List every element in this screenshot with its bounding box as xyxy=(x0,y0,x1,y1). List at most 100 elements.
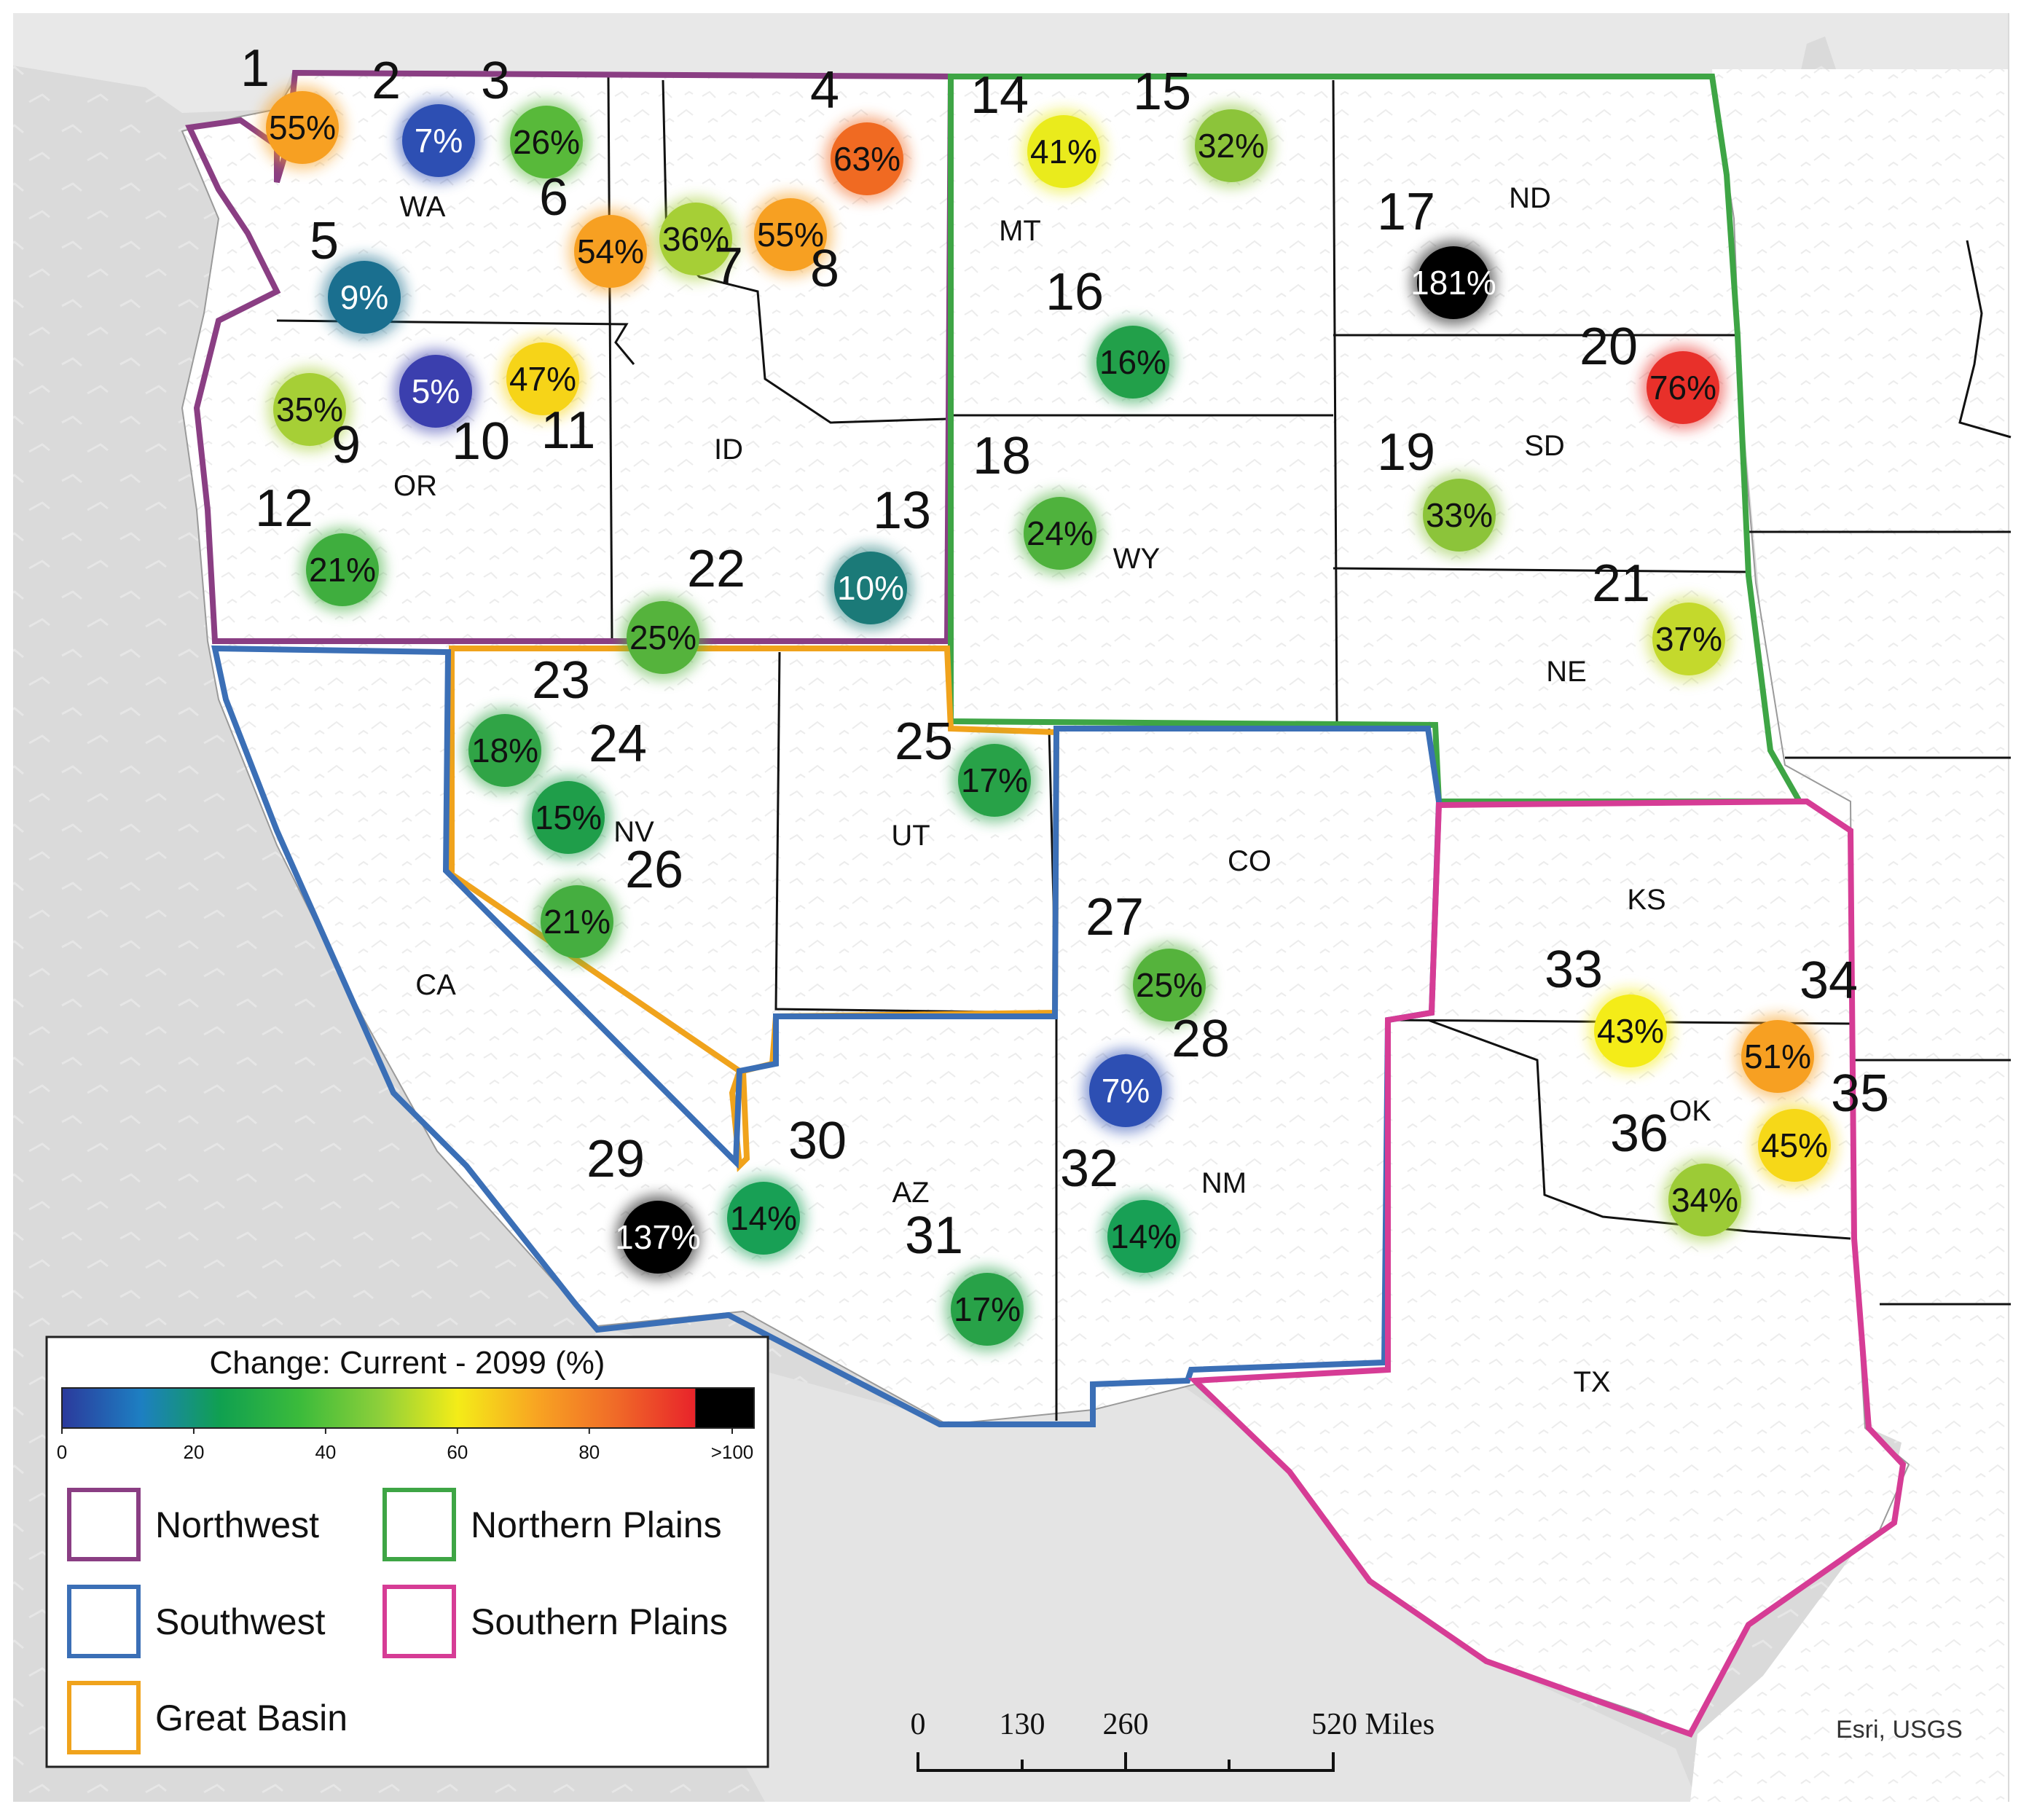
site-number: 1 xyxy=(240,39,270,98)
site-percent: 45% xyxy=(1761,1126,1828,1164)
site-percent: 54% xyxy=(577,232,644,270)
state-label-wa: WA xyxy=(400,191,446,223)
scale-label: 520 Miles xyxy=(1311,1708,1435,1741)
site-percent: 21% xyxy=(309,551,376,589)
site-percent: 14% xyxy=(730,1199,797,1237)
site-number: 34 xyxy=(1800,952,1858,1010)
site-number: 27 xyxy=(1086,888,1144,946)
site-percent: 18% xyxy=(471,731,538,769)
site-percent: 37% xyxy=(1655,620,1722,658)
state-label-nm: NM xyxy=(1201,1167,1247,1199)
state-label-tx: TX xyxy=(1573,1366,1610,1398)
site-number: 22 xyxy=(687,540,745,598)
site-number: 7 xyxy=(714,238,743,296)
site-number: 25 xyxy=(895,713,953,771)
site-percent: 5% xyxy=(412,372,460,410)
site-percent: 47% xyxy=(509,360,576,398)
legend-swatch xyxy=(69,1490,138,1559)
site-number: 20 xyxy=(1579,318,1638,376)
site-number: 18 xyxy=(973,427,1031,485)
state-label-or: OR xyxy=(393,470,437,502)
site-percent: 33% xyxy=(1426,496,1493,534)
state-label-sd: SD xyxy=(1524,430,1565,462)
legend: Change: Current - 2099 (%) 0 20 40 60 80 >100… xyxy=(47,1337,768,1767)
site-percent: 55% xyxy=(269,109,336,146)
site-number: 2 xyxy=(372,52,401,110)
site-percent: 7% xyxy=(1102,1072,1150,1110)
site-number: 36 xyxy=(1610,1105,1668,1163)
colorbar-tick-label: 20 xyxy=(183,1441,204,1463)
site-percent: 17% xyxy=(954,1290,1021,1328)
site-percent: 51% xyxy=(1744,1038,1811,1075)
site-number: 8 xyxy=(810,240,839,298)
site-percent: 43% xyxy=(1597,1012,1664,1050)
site-percent: 16% xyxy=(1099,343,1166,381)
site-percent: 76% xyxy=(1649,369,1716,407)
site-number: 29 xyxy=(586,1130,645,1188)
site-percent: 41% xyxy=(1030,133,1097,170)
site-percent: 10% xyxy=(837,569,904,607)
colorbar-tick-label: >100 xyxy=(711,1441,754,1463)
site-number: 19 xyxy=(1377,423,1435,482)
site-number: 31 xyxy=(905,1207,963,1265)
colorbar-over-100 xyxy=(695,1388,754,1428)
legend-label: Northwest xyxy=(155,1505,319,1545)
colorbar-tick-label: 0 xyxy=(57,1441,67,1463)
site-percent: 21% xyxy=(543,903,611,941)
site-percent: 25% xyxy=(1136,966,1203,1004)
site-number: 17 xyxy=(1377,183,1435,241)
site-percent: 32% xyxy=(1198,127,1265,165)
scale-label: 260 xyxy=(1103,1708,1149,1741)
site-percent: 7% xyxy=(415,122,463,160)
site-number: 35 xyxy=(1831,1064,1889,1123)
site-percent: 34% xyxy=(1671,1181,1738,1219)
site-number: 9 xyxy=(331,416,361,474)
legend-label: Southern Plains xyxy=(471,1601,728,1642)
site-percent: 9% xyxy=(340,278,388,316)
state-label-wy: WY xyxy=(1113,543,1160,575)
site-percent: 63% xyxy=(833,140,900,178)
state-label-ok: OK xyxy=(1669,1095,1711,1127)
legend-label: Great Basin xyxy=(155,1698,348,1738)
state-label-nd: ND xyxy=(1509,182,1551,214)
site-number: 23 xyxy=(532,651,590,710)
state-label-ca: CA xyxy=(415,969,456,1001)
legend-title: Change: Current - 2099 (%) xyxy=(210,1345,605,1381)
site-number: 6 xyxy=(539,168,568,227)
site-percent: 15% xyxy=(535,799,602,836)
site-number: 16 xyxy=(1045,263,1104,321)
site-percent: 17% xyxy=(961,761,1028,799)
scale-label: 0 xyxy=(911,1708,926,1741)
legend-swatch xyxy=(69,1587,138,1656)
site-percent: 26% xyxy=(513,123,580,161)
site-number: 33 xyxy=(1545,941,1603,999)
site-number: 28 xyxy=(1172,1010,1230,1068)
site-number: 5 xyxy=(310,212,339,270)
site-number: 26 xyxy=(625,841,683,899)
legend-swatch xyxy=(69,1683,138,1752)
site-percent: 137% xyxy=(615,1218,701,1256)
site-percent: 14% xyxy=(1110,1217,1177,1255)
state-label-mt: MT xyxy=(999,215,1041,247)
site-number: 30 xyxy=(788,1112,847,1170)
site-number: 12 xyxy=(255,479,313,538)
site-number: 4 xyxy=(810,61,839,119)
site-number: 13 xyxy=(873,482,931,540)
site-number: 14 xyxy=(970,66,1029,125)
site-percent: 181% xyxy=(1410,264,1496,302)
site-number: 3 xyxy=(481,52,510,110)
site-number: 32 xyxy=(1060,1140,1118,1198)
legend-colorbar xyxy=(62,1388,754,1428)
map-credit: Esri, USGS xyxy=(1836,1716,1963,1743)
site-number: 11 xyxy=(541,401,596,460)
colorbar-tick-label: 40 xyxy=(315,1441,336,1463)
state-label-az: AZ xyxy=(892,1177,929,1209)
state-label-co: CO xyxy=(1228,845,1271,877)
site-number: 24 xyxy=(589,715,647,773)
colorbar-tick-label: 80 xyxy=(578,1441,600,1463)
state-label-ne: NE xyxy=(1546,656,1587,688)
colorbar-gradient xyxy=(62,1388,695,1428)
state-label-ks: KS xyxy=(1627,884,1665,916)
site-number: 21 xyxy=(1592,554,1650,613)
